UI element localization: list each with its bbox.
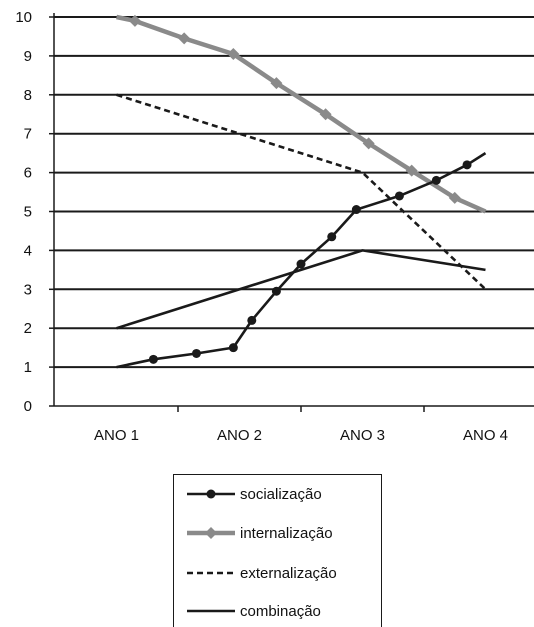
data-point-marker <box>351 205 361 215</box>
data-point-marker <box>431 175 441 185</box>
legend-label: internalização <box>240 525 333 542</box>
series-line-3 <box>116 93 487 291</box>
data-point-marker <box>362 137 375 150</box>
y-tick-label: 9 <box>24 48 32 65</box>
legend-marker <box>205 527 217 539</box>
data-point-marker <box>271 286 281 296</box>
axes <box>49 13 534 412</box>
y-tick-label: 5 <box>24 204 32 221</box>
y-tick-label: 2 <box>24 320 32 337</box>
data-point-marker <box>327 232 337 242</box>
data-point-marker <box>148 354 158 364</box>
data-point-marker <box>296 259 306 269</box>
series-line-4 <box>116 249 486 330</box>
data-point-marker <box>191 348 201 358</box>
data-point-marker <box>128 14 141 27</box>
data-point-marker <box>405 164 418 177</box>
data-point-marker <box>448 191 461 204</box>
data-point-marker <box>319 108 332 121</box>
gridlines <box>54 16 534 369</box>
y-axis-tick-labels: 0 1 2 3 4 5 6 7 8 9 10 <box>15 9 32 415</box>
series-line-2 <box>116 14 487 214</box>
y-tick-label: 10 <box>15 9 32 26</box>
x-tick-label: ANO 1 <box>94 427 139 444</box>
data-point-marker <box>228 343 238 353</box>
x-axis-tick-labels: ANO 1 ANO 2 ANO 3 ANO 4 <box>94 427 508 444</box>
legend-label: socialização <box>240 486 322 503</box>
data-point-marker <box>178 32 191 45</box>
data-point-marker <box>462 160 472 170</box>
data-point-marker <box>227 47 240 60</box>
data-point-marker <box>394 191 404 201</box>
legend-label: externalização <box>240 565 337 582</box>
series-layer <box>116 14 487 369</box>
y-tick-label: 1 <box>24 359 32 376</box>
y-tick-label: 4 <box>24 242 32 259</box>
legend-label: combinação <box>240 603 321 620</box>
y-tick-label: 7 <box>24 126 32 143</box>
data-point-marker <box>270 77 283 90</box>
y-tick-label: 0 <box>24 398 32 415</box>
x-tick-label: ANO 3 <box>340 427 385 444</box>
y-tick-label: 6 <box>24 165 32 182</box>
legend-marker <box>206 489 216 499</box>
legend-box <box>173 474 382 627</box>
y-tick-label: 3 <box>24 281 32 298</box>
x-tick-label: ANO 4 <box>463 427 508 444</box>
y-tick-label: 8 <box>24 87 32 104</box>
data-point-marker <box>247 315 257 325</box>
x-tick-label: ANO 2 <box>217 427 262 444</box>
legend: socialização internalização externalização… <box>173 474 382 627</box>
